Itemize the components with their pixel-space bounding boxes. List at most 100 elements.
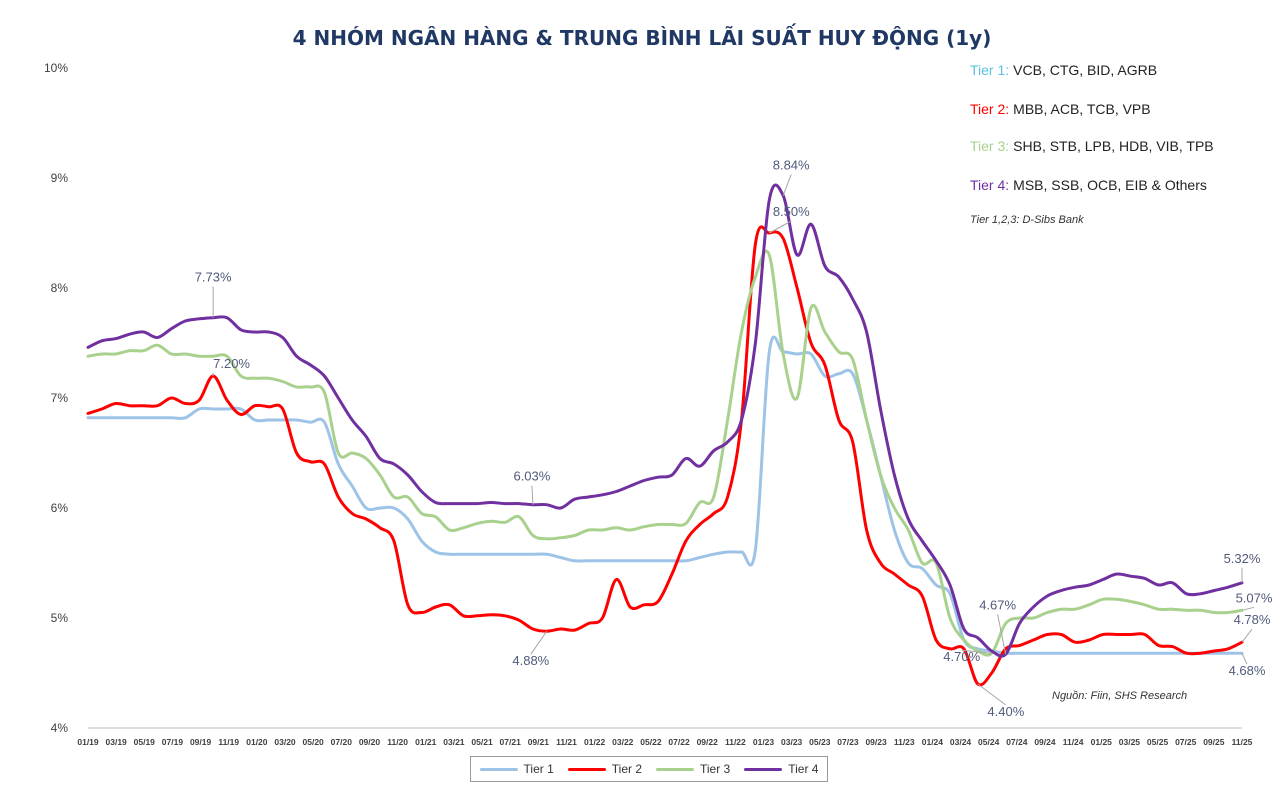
annotation-leader (530, 630, 548, 655)
x-tick-label: 09/24 (1034, 737, 1056, 747)
legend-label-tier-1: Tier 1 (523, 762, 554, 776)
x-tick-label: 11/25 (1232, 737, 1253, 747)
data-label: 7.20% (213, 356, 250, 371)
data-label: 5.07% (1236, 590, 1273, 605)
x-tick-label: 01/20 (246, 737, 268, 747)
annotation-leader (1241, 606, 1255, 611)
x-tick-label: 01/21 (415, 737, 437, 747)
annotation-leader (1241, 652, 1248, 665)
legend-swatch-tier-2 (567, 767, 606, 771)
data-label: 4.40% (987, 704, 1024, 719)
tier-2-banks: MBB, ACB, TCB, VPB (1013, 101, 1151, 117)
y-tick-label: 7% (51, 391, 69, 405)
y-tick-label: 4% (51, 721, 69, 735)
legend-item-tier-3: Tier 3 (656, 762, 730, 776)
x-tick-label: 03/22 (612, 737, 634, 747)
data-label: 4.78% (1234, 612, 1271, 627)
x-tick-label: 09/22 (697, 737, 719, 747)
tier-2-info: Tier 2: MBB, ACB, TCB, VPB (970, 101, 1151, 117)
data-label: 8.84% (773, 158, 810, 173)
legend-label-tier-3: Tier 3 (700, 762, 731, 776)
x-tick-label: 05/22 (640, 737, 662, 747)
x-tick-label: 03/24 (950, 737, 972, 747)
x-tick-label: 07/22 (668, 737, 690, 747)
annotation-leader (997, 614, 1007, 655)
annotation-leader (977, 683, 1007, 706)
legend-swatch-tier-4 (744, 767, 783, 771)
x-tick-label: 01/22 (584, 737, 606, 747)
data-label: 6.03% (513, 469, 550, 484)
dsibs-note: Tier 1,2,3: D-Sibs Bank (970, 214, 1084, 226)
x-tick-label: 11/23 (894, 737, 915, 747)
legend-label-tier-2: Tier 2 (611, 762, 642, 776)
x-tick-label: 07/21 (500, 737, 522, 747)
chart-title: 4 NHÓM NGÂN HÀNG & TRUNG BÌNH LÃI SUẤT H… (292, 26, 992, 50)
x-tick-label: 11/20 (387, 737, 408, 747)
tier-1-label: Tier 1: (970, 62, 1010, 78)
y-tick-label: 9% (51, 171, 69, 185)
x-tick-label: 05/25 (1147, 737, 1169, 747)
series-line-tier-4 (86, 183, 1244, 658)
data-label: 7.73% (195, 270, 232, 285)
tier-4-banks: MSB, SSB, OCB, EIB & Others (1013, 177, 1207, 193)
tier-3-banks: SHB, STB, LPB, HDB, VIB, TPB (1013, 138, 1214, 154)
x-tick-label: 07/23 (837, 737, 859, 747)
x-tick-label: 05/19 (134, 737, 156, 747)
tier-4-info: Tier 4: MSB, SSB, OCB, EIB & Others (970, 177, 1207, 193)
x-tick-label: 09/20 (359, 737, 381, 747)
x-tick-label: 03/23 (781, 737, 803, 747)
x-tick-label: 05/20 (303, 737, 325, 747)
y-tick-label: 5% (51, 611, 69, 625)
x-tick-label: 11/22 (725, 737, 746, 747)
x-tick-label: 09/23 (865, 737, 887, 747)
tier-1-banks: VCB, CTG, BID, AGRB (1013, 62, 1158, 78)
x-tick-label: 07/24 (1006, 737, 1028, 747)
annotation-leader (961, 649, 992, 654)
legend-swatch-tier-3 (656, 767, 694, 771)
x-tick-label: 09/21 (528, 737, 550, 747)
x-tick-label: 11/21 (556, 737, 577, 747)
x-tick-label: 09/25 (1203, 737, 1225, 747)
annotation-leader (1241, 628, 1253, 643)
x-tick-label: 03/25 (1119, 737, 1141, 747)
y-tick-label: 8% (51, 281, 69, 295)
data-label: 4.88% (512, 653, 549, 668)
x-tick-label: 03/21 (443, 737, 465, 747)
y-tick-label: 10% (44, 61, 68, 75)
legend-swatch-tier-1 (479, 767, 518, 771)
x-tick-label: 01/24 (922, 737, 944, 747)
annotation-leader (531, 485, 534, 505)
data-label: 4.67% (979, 597, 1016, 612)
x-tick-label: 01/19 (77, 737, 99, 747)
x-tick-label: 01/23 (753, 737, 775, 747)
series-line-tier-3 (86, 249, 1244, 657)
tier-3-info: Tier 3: SHB, STB, LPB, HDB, VIB, TPB (970, 138, 1214, 154)
series-line-tier-2 (86, 225, 1244, 687)
x-tick-label: 03/19 (106, 737, 128, 747)
annotation-leader (769, 220, 792, 234)
legend-item-tier-4: Tier 4 (744, 762, 818, 776)
x-tick-label: 07/25 (1175, 737, 1197, 747)
x-tick-label: 05/24 (978, 737, 1000, 747)
tier-4-label: Tier 4: (970, 177, 1010, 193)
data-label: 4.70% (943, 649, 980, 664)
source-note: Nguồn: Fiin, SHS Research (1052, 690, 1188, 702)
data-label: 4.68% (1229, 663, 1266, 678)
data-label: 5.32% (1224, 551, 1261, 566)
x-tick-label: 07/19 (162, 737, 184, 747)
annotation-leader (782, 174, 792, 196)
legend-item-tier-1: Tier 1 (479, 762, 554, 776)
series-line-tier-1 (86, 335, 1244, 655)
legend-item-tier-2: Tier 2 (567, 762, 642, 776)
legend-label-tier-4: Tier 4 (788, 762, 819, 776)
tier-1-info: Tier 1: VCB, CTG, BID, AGRB (970, 62, 1157, 78)
data-label: 8.50% (773, 204, 810, 219)
tier-2-label: Tier 2: (970, 101, 1010, 117)
x-tick-label: 05/23 (809, 737, 831, 747)
chart-legend: Tier 1 Tier 2 Tier 3 Tier 4 (470, 756, 828, 782)
x-tick-label: 11/19 (218, 737, 239, 747)
x-tick-label: 07/20 (331, 737, 353, 747)
x-tick-label: 03/20 (274, 737, 296, 747)
x-tick-label: 01/25 (1091, 737, 1113, 747)
